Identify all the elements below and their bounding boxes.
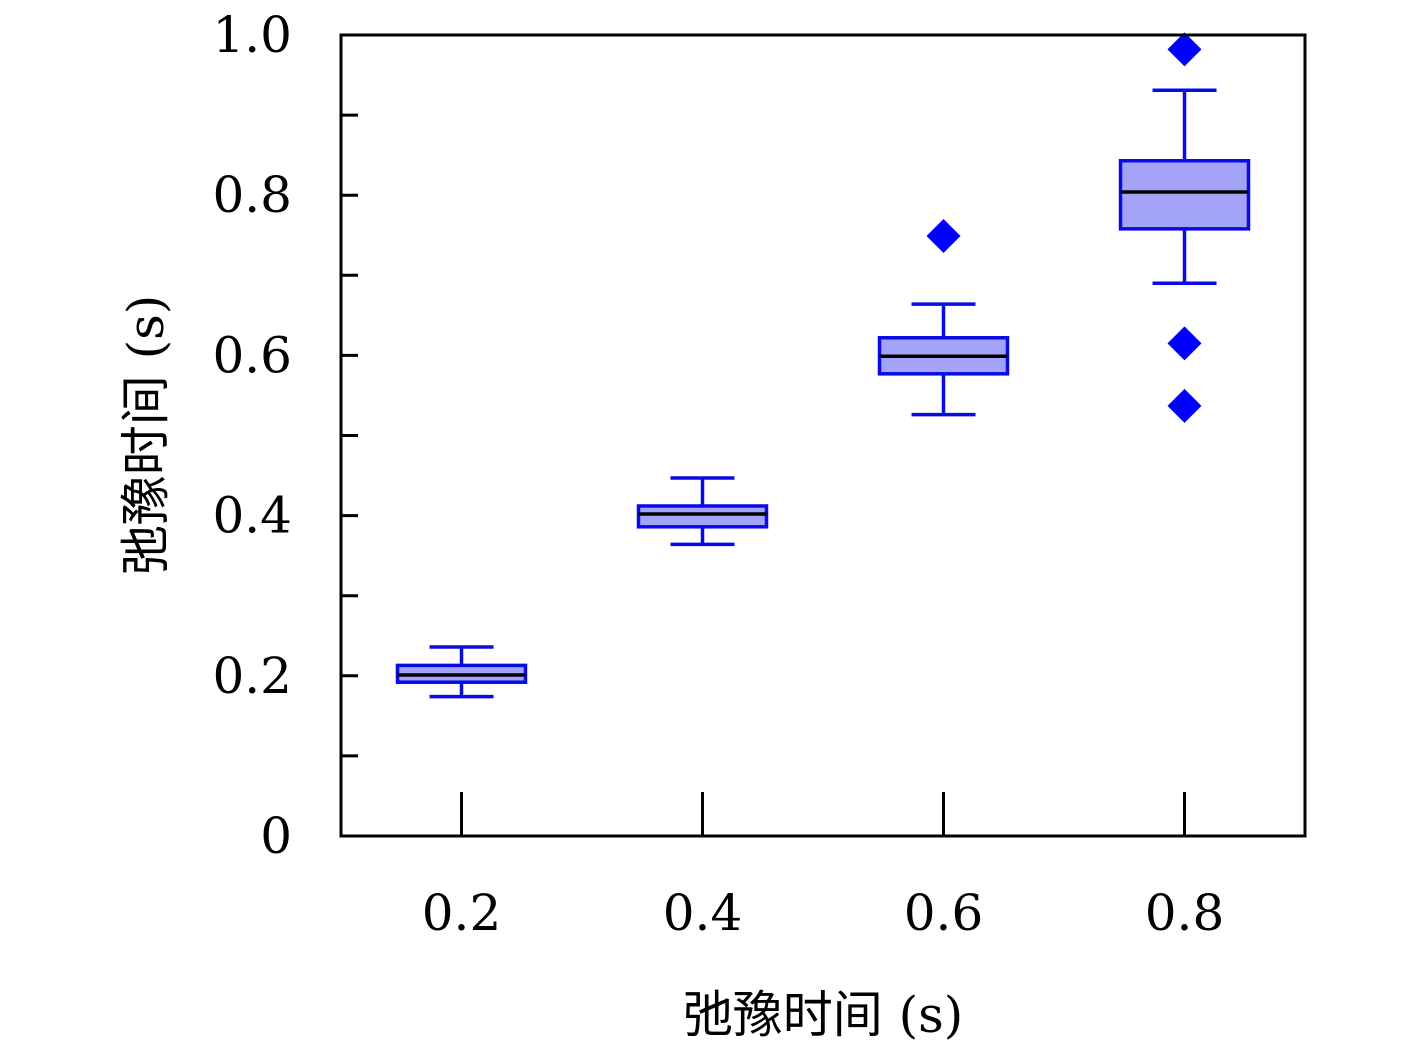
y-tick-label: 0.4 — [212, 487, 292, 545]
x-tick-label: 0.6 — [904, 884, 984, 942]
outlier-diamond — [1167, 32, 1202, 67]
axis-ticks: 0 0.2 0.4 0.6 0.8 1.0 0.2 0.4 0.6 0.8 — [212, 6, 1224, 942]
box-group-2 — [877, 219, 1010, 417]
box-iqr — [636, 504, 769, 529]
y-tick-label: 0.2 — [212, 647, 292, 705]
box-group-1 — [636, 476, 769, 547]
outlier-diamond — [1167, 326, 1202, 361]
plot-frame — [339, 33, 1307, 838]
outlier-diamond — [1167, 388, 1202, 423]
x-tick-label: 0.2 — [422, 884, 502, 942]
x-axis-title: 弛豫时间 (s) — [683, 986, 964, 1044]
x-tick-label: 0.8 — [1145, 884, 1225, 942]
x-tick-label: 0.4 — [663, 884, 743, 942]
y-axis-title: 弛豫时间 (s) — [117, 295, 175, 576]
box-iqr — [1118, 159, 1251, 231]
box-group-3 — [1118, 32, 1251, 423]
y-tick-label: 0 — [260, 807, 292, 865]
y-tick-label: 0.8 — [212, 166, 292, 224]
plot-marks — [395, 32, 1251, 699]
outlier-diamond — [926, 219, 961, 254]
y-tick-label: 1.0 — [212, 6, 292, 64]
y-tick-label: 0.6 — [212, 326, 292, 384]
box-group-0 — [395, 645, 528, 699]
